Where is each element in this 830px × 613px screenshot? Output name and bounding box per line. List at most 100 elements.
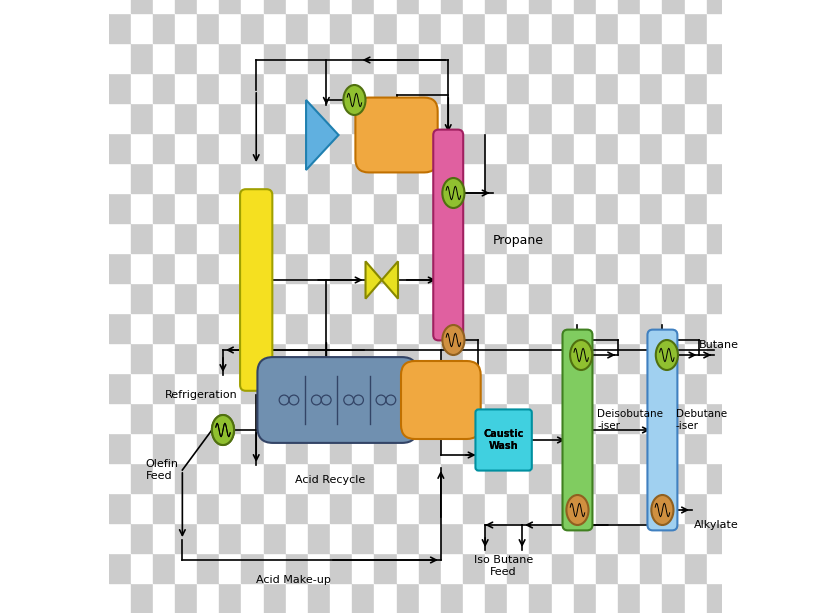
Bar (352, 193, 374, 223)
Bar (706, 433, 729, 463)
Bar (640, 553, 662, 583)
Bar (352, 253, 374, 283)
Bar (352, 553, 374, 583)
Bar (640, 583, 662, 613)
Bar (264, 553, 286, 583)
Bar (198, 133, 219, 163)
Bar (507, 403, 530, 433)
Bar (552, 463, 574, 493)
Bar (574, 583, 596, 613)
Bar (219, 553, 242, 583)
Bar (242, 403, 264, 433)
Bar (130, 103, 153, 133)
Bar (618, 13, 640, 43)
Bar (286, 553, 308, 583)
Bar (685, 253, 706, 283)
Bar (175, 283, 198, 313)
Bar (486, 523, 507, 553)
Ellipse shape (344, 85, 365, 115)
Bar (552, 73, 574, 103)
Bar (729, 193, 751, 223)
Bar (308, 13, 330, 43)
Bar (352, 523, 374, 553)
Bar (242, 553, 264, 583)
Bar (374, 553, 397, 583)
Bar (507, 103, 530, 133)
Bar (441, 433, 463, 463)
Bar (530, 313, 552, 343)
FancyBboxPatch shape (401, 361, 481, 439)
Bar (198, 553, 219, 583)
Bar (596, 583, 618, 613)
Bar (352, 463, 374, 493)
Bar (397, 163, 418, 193)
Bar (308, 253, 330, 283)
Bar (175, 0, 198, 13)
FancyBboxPatch shape (563, 330, 593, 530)
Bar (242, 163, 264, 193)
Bar (397, 0, 418, 13)
Bar (397, 493, 418, 523)
Bar (352, 163, 374, 193)
FancyBboxPatch shape (355, 97, 437, 172)
Bar (596, 103, 618, 133)
Bar (175, 223, 198, 253)
Bar (729, 13, 751, 43)
Bar (441, 133, 463, 163)
Bar (308, 373, 330, 403)
Bar (175, 163, 198, 193)
Bar (530, 463, 552, 493)
Bar (242, 103, 264, 133)
Bar (640, 223, 662, 253)
Bar (552, 583, 574, 613)
Bar (706, 253, 729, 283)
Bar (397, 313, 418, 343)
Ellipse shape (442, 178, 465, 208)
Bar (130, 403, 153, 433)
Bar (530, 553, 552, 583)
Bar (286, 223, 308, 253)
Bar (175, 253, 198, 283)
Bar (374, 193, 397, 223)
Bar (530, 253, 552, 283)
Bar (219, 523, 242, 553)
Bar (418, 283, 441, 313)
Bar (640, 283, 662, 313)
Bar (109, 163, 130, 193)
Bar (219, 583, 242, 613)
Bar (596, 523, 618, 553)
Bar (507, 193, 530, 223)
Bar (418, 193, 441, 223)
Bar (242, 193, 264, 223)
Bar (486, 223, 507, 253)
Bar (662, 433, 685, 463)
Bar (507, 523, 530, 553)
Ellipse shape (212, 415, 234, 445)
Bar (618, 0, 640, 13)
Bar (685, 223, 706, 253)
Bar (706, 373, 729, 403)
Bar (219, 463, 242, 493)
Bar (729, 493, 751, 523)
Bar (109, 313, 130, 343)
Bar (286, 43, 308, 73)
Bar (685, 133, 706, 163)
Bar (175, 73, 198, 103)
FancyBboxPatch shape (240, 189, 272, 391)
Bar (662, 343, 685, 373)
Bar (374, 313, 397, 343)
Bar (198, 463, 219, 493)
Bar (175, 403, 198, 433)
Bar (596, 433, 618, 463)
Bar (352, 103, 374, 133)
Bar (530, 343, 552, 373)
Bar (264, 73, 286, 103)
Bar (662, 583, 685, 613)
Bar (486, 73, 507, 103)
Bar (662, 133, 685, 163)
Bar (685, 493, 706, 523)
Bar (264, 43, 286, 73)
Bar (397, 433, 418, 463)
Text: Iso Butane
Feed: Iso Butane Feed (474, 555, 533, 577)
Bar (397, 103, 418, 133)
